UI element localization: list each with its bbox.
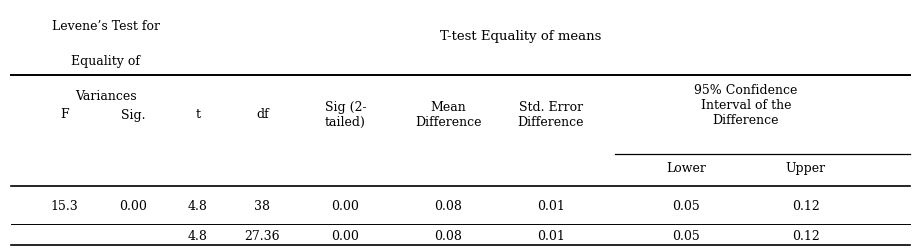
Text: 0.00: 0.00 [120, 200, 147, 213]
Text: 95% Confidence
Interval of the
Difference: 95% Confidence Interval of the Differenc… [694, 84, 798, 127]
Text: 0.00: 0.00 [332, 200, 359, 213]
Text: Mean
Difference: Mean Difference [415, 101, 482, 129]
Text: Equality of: Equality of [72, 55, 140, 68]
Text: 0.12: 0.12 [792, 200, 820, 213]
Text: df: df [256, 108, 269, 122]
Text: 27.36: 27.36 [245, 230, 280, 243]
Text: 0.08: 0.08 [435, 200, 462, 213]
Text: Std. Error
Difference: Std. Error Difference [518, 101, 584, 129]
Text: Variances: Variances [76, 90, 136, 103]
Text: Levene’s Test for: Levene’s Test for [52, 20, 160, 33]
Text: 0.00: 0.00 [332, 230, 359, 243]
Text: F: F [60, 108, 69, 122]
Text: 0.05: 0.05 [672, 200, 700, 213]
Text: 0.12: 0.12 [792, 230, 820, 243]
Text: Lower: Lower [666, 162, 706, 175]
Text: 15.3: 15.3 [51, 200, 78, 213]
Text: 38: 38 [254, 200, 271, 213]
Text: Upper: Upper [786, 162, 826, 175]
Text: 0.01: 0.01 [537, 230, 565, 243]
Text: Sig (2-
tailed): Sig (2- tailed) [324, 101, 367, 129]
Text: Sig.: Sig. [122, 108, 146, 122]
Text: T-test Equality of means: T-test Equality of means [439, 30, 601, 43]
Text: 4.8: 4.8 [188, 230, 208, 243]
Text: 0.01: 0.01 [537, 200, 565, 213]
Text: 0.05: 0.05 [672, 230, 700, 243]
Text: 0.08: 0.08 [435, 230, 462, 243]
Text: 4.8: 4.8 [188, 200, 208, 213]
Text: t: t [195, 108, 201, 122]
